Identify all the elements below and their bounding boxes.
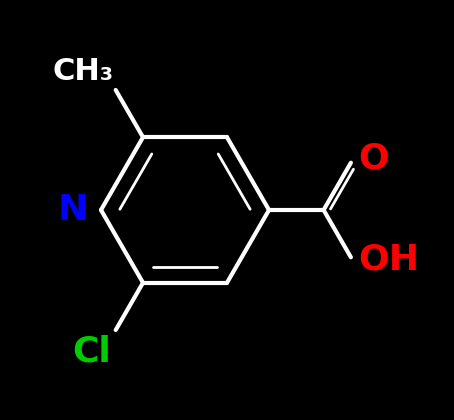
Text: N: N bbox=[58, 193, 89, 227]
Text: OH: OH bbox=[359, 242, 419, 276]
Text: CH₃: CH₃ bbox=[53, 57, 114, 86]
Text: O: O bbox=[359, 142, 389, 176]
Text: Cl: Cl bbox=[73, 334, 112, 368]
